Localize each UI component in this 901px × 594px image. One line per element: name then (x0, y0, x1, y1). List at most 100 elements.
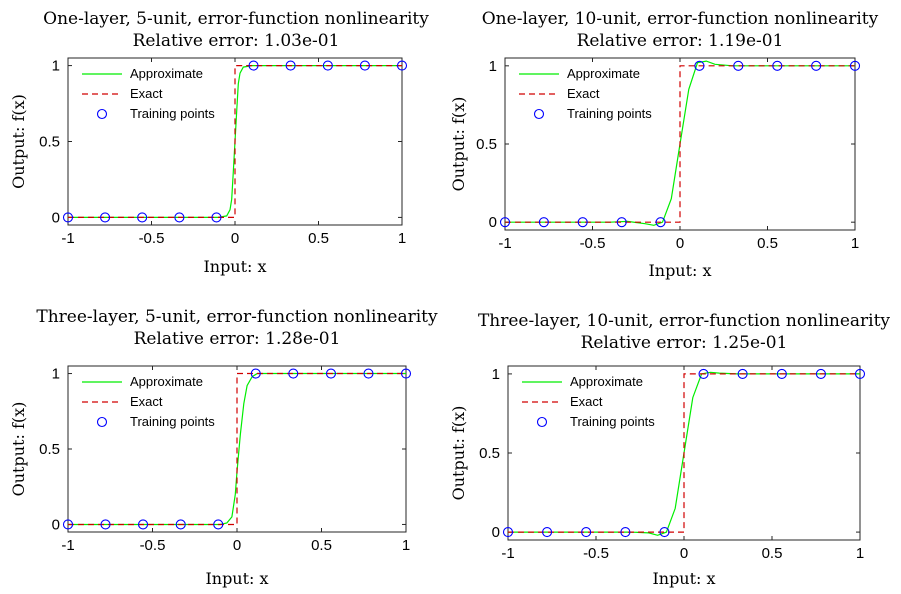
y-axis-label: Output: f(x) (9, 402, 28, 497)
legend-label: Exact (130, 394, 163, 409)
y-axis-label: Output: f(x) (9, 94, 28, 189)
training-point (213, 519, 224, 530)
training-point (62, 212, 74, 223)
training-point (62, 519, 74, 530)
training-point (659, 527, 670, 538)
x-tick-label: 0 (233, 537, 241, 554)
legend-label: Approximate (130, 66, 203, 81)
chart-panel-2: One-layer, 10-unit, error-function nonli… (449, 9, 879, 280)
x-tick-label: 0.5 (762, 545, 783, 562)
x-tick-label: 1 (851, 235, 859, 252)
legend-label: Approximate (567, 66, 640, 81)
y-tick-label: 1 (52, 58, 60, 75)
x-tick-label: 1 (398, 230, 406, 247)
training-point (811, 60, 822, 71)
training-point (396, 60, 408, 71)
training-point (620, 527, 631, 538)
x-axis-label: Input: x (652, 569, 715, 588)
x-tick-label: 1 (402, 537, 410, 554)
training-point (137, 212, 148, 223)
legend-marker (96, 108, 108, 120)
training-point (137, 519, 149, 530)
y-tick-label: 0.5 (476, 136, 497, 153)
x-tick-label: -1 (498, 235, 511, 252)
y-tick-label: 0 (489, 214, 497, 231)
training-point (100, 212, 111, 223)
x-tick-label: 0 (676, 235, 684, 252)
training-point (776, 368, 787, 379)
legend: Approximate Exact Training points (82, 374, 215, 429)
training-point (359, 60, 370, 71)
training-point (538, 217, 549, 228)
plot-area (505, 60, 855, 226)
y-tick-label: 0 (492, 524, 500, 541)
chart-subtitle: Relative error: 1.28e-01 (134, 329, 341, 349)
x-tick-label: -1 (61, 230, 74, 247)
x-tick-label: -1 (61, 537, 74, 554)
x-tick-label: 0 (231, 230, 239, 247)
chart-title: Three-layer, 5-unit, error-function nonl… (36, 307, 438, 327)
chart-panel-3: Three-layer, 5-unit, error-function nonl… (9, 307, 438, 588)
legend-label: Training points (130, 106, 215, 121)
training-point (616, 217, 627, 228)
training-point (248, 60, 259, 71)
chart-title: One-layer, 5-unit, error-function nonlin… (43, 9, 429, 29)
training-point (175, 519, 186, 530)
legend: Approximate Exact Training points (82, 66, 215, 121)
training-point (325, 368, 337, 379)
training-point (542, 527, 553, 538)
plot-area (508, 371, 860, 536)
training-point (655, 217, 666, 228)
training-point (288, 368, 299, 379)
exact-line (508, 373, 860, 533)
legend: Approximate Exact Training points (519, 66, 652, 121)
x-tick-label: 0.5 (757, 235, 778, 252)
training-point (502, 527, 514, 538)
y-tick-label: 1 (52, 366, 60, 383)
training-point (854, 368, 866, 379)
training-point (322, 60, 333, 71)
training-point (577, 217, 588, 228)
legend-label: Training points (567, 106, 652, 121)
legend-label: Exact (570, 394, 603, 409)
training-point (285, 60, 296, 71)
y-axis-label: Output: f(x) (449, 406, 468, 501)
chart-panel-4: Three-layer, 10-unit, error-function non… (449, 311, 890, 588)
legend-label: Exact (567, 86, 600, 101)
training-point (772, 60, 783, 71)
plot-area (68, 65, 402, 218)
training-point (174, 212, 185, 223)
chart-panel-1: One-layer, 5-unit, error-function nonlin… (9, 9, 429, 276)
training-point (698, 368, 709, 379)
legend-label: Approximate (570, 374, 643, 389)
training-point (581, 527, 592, 538)
x-tick-label: 1 (856, 545, 864, 562)
training-point (733, 60, 744, 71)
y-tick-label: 0.5 (39, 134, 60, 151)
exact-line (505, 65, 855, 223)
exact-line (68, 65, 402, 218)
training-point (363, 368, 374, 379)
x-tick-label: -0.5 (139, 230, 165, 247)
legend-marker (536, 416, 548, 428)
x-tick-label: 0 (680, 545, 688, 562)
plot-area (68, 372, 406, 526)
training-point (211, 212, 222, 223)
y-tick-label: 1 (489, 58, 497, 75)
x-tick-label: -0.5 (580, 235, 606, 252)
legend-label: Training points (570, 414, 655, 429)
training-point (400, 368, 412, 379)
y-tick-label: 0 (52, 209, 60, 226)
x-tick-label: -0.5 (583, 545, 609, 562)
legend-marker (96, 416, 108, 428)
chart-title: Three-layer, 10-unit, error-function non… (478, 311, 890, 331)
chart-subtitle: Relative error: 1.19e-01 (577, 31, 784, 51)
x-tick-label: -0.5 (140, 537, 166, 554)
chart-subtitle: Relative error: 1.25e-01 (581, 333, 788, 353)
training-point (250, 368, 261, 379)
x-axis-label: Input: x (203, 257, 266, 276)
x-axis-label: Input: x (205, 569, 268, 588)
x-tick-label: -1 (501, 545, 514, 562)
chart-title: One-layer, 10-unit, error-function nonli… (482, 9, 879, 29)
training-point (815, 368, 826, 379)
